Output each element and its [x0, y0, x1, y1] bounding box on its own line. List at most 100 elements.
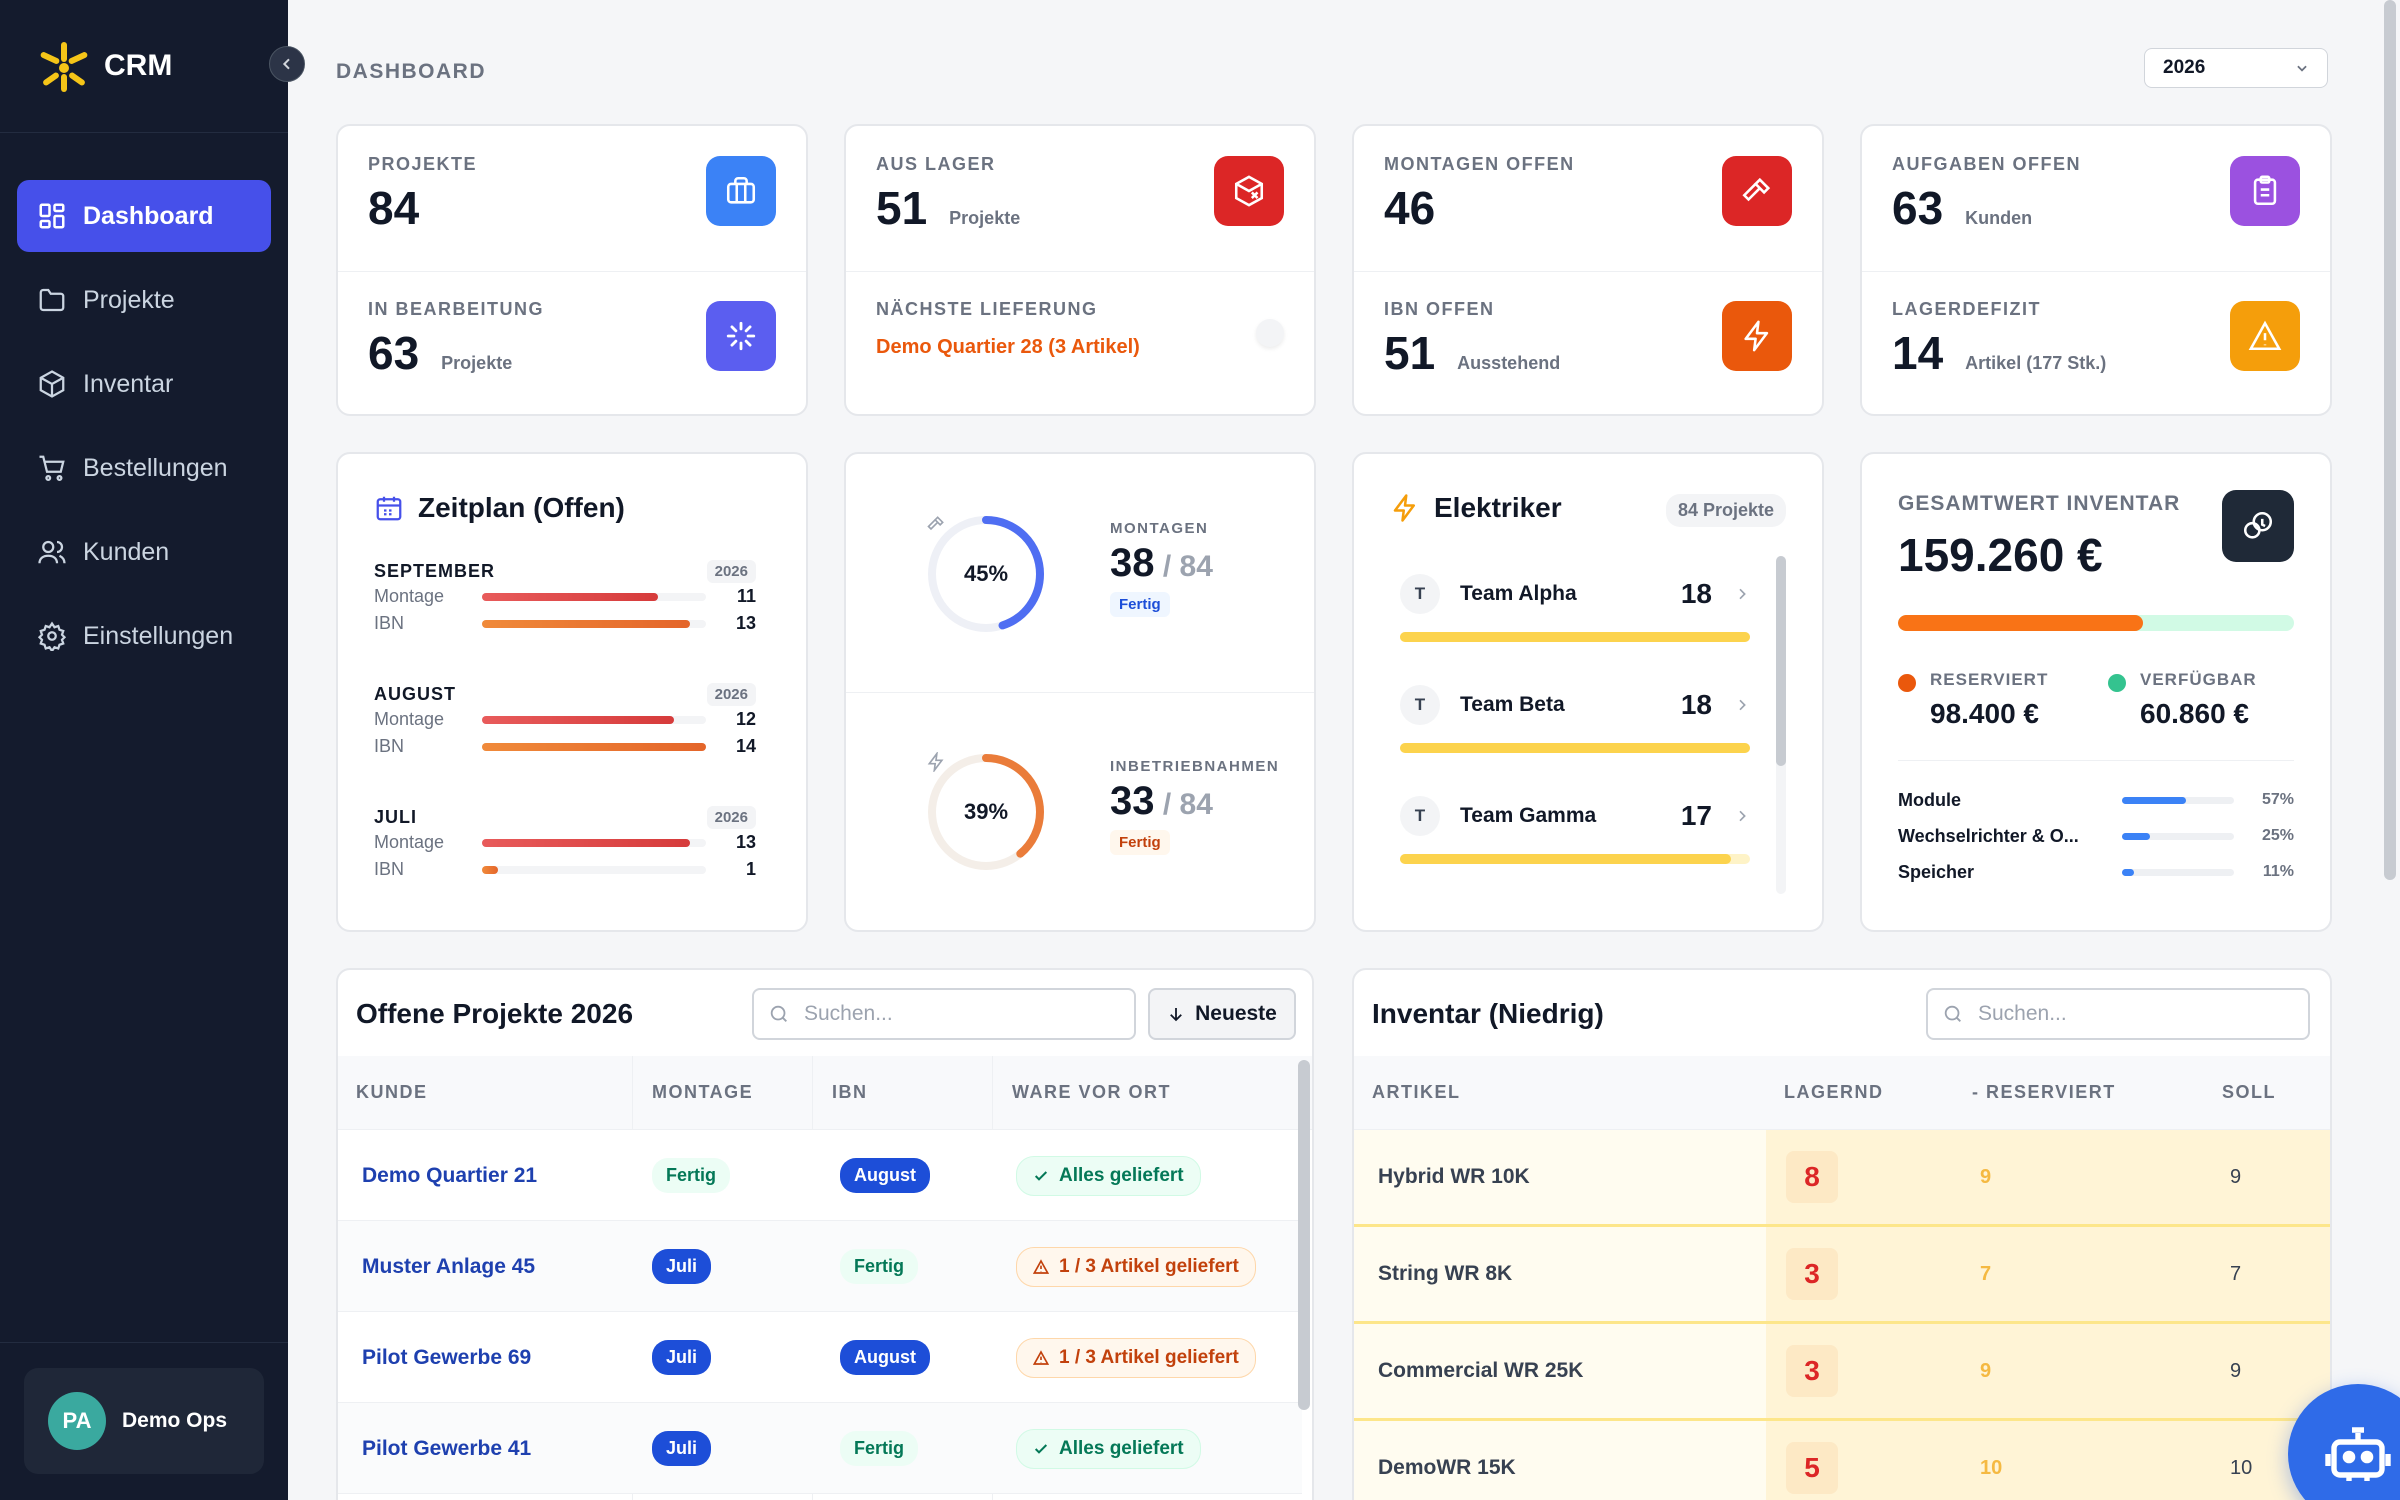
inbetriebnahmen-progress-ring [928, 754, 1044, 870]
column-header[interactable]: ARTIKEL [1372, 1082, 1461, 1102]
table-row[interactable]: Commercial WR 25K 3 9 9 [1354, 1324, 2330, 1421]
month-name: JULI [374, 807, 418, 827]
search-input[interactable] [804, 1002, 1104, 1026]
schedule-bar [482, 865, 706, 874]
team-item[interactable]: T Team Alpha 18 [1400, 564, 1750, 664]
sort-button[interactable]: Neueste [1148, 988, 1296, 1040]
table-row[interactable]: Demo Quartier 21 Fertig August Alles gelief… [338, 1130, 1302, 1221]
schedule-label: IBN [374, 859, 405, 879]
category-row: Wechselrichter & O... 25% [1898, 818, 2294, 854]
scrollbar[interactable] [1776, 556, 1786, 894]
article-name: DemoWR 15K [1378, 1456, 1516, 1479]
column-header[interactable]: LAGERND [1784, 1082, 1884, 1102]
kpi-label: MONTAGEN OFFEN [1384, 154, 1575, 174]
reserved-count: 7 [1980, 1262, 1992, 1285]
kpi-aus-lager[interactable]: AUS LAGER 51 Projekte [846, 126, 1314, 271]
ring-total: 84 [1179, 788, 1213, 821]
kpi-ibn-offen[interactable]: IBN OFFEN 51 Ausstehend [1354, 271, 1822, 414]
montage-badge: Juli [652, 1431, 712, 1466]
coins-icon[interactable] [2222, 490, 2294, 562]
team-item[interactable]: T Team Gamma 17 [1400, 786, 1750, 886]
kpi-lagerdefizit[interactable]: LAGERDEFIZIT 14 Artikel (177 Stk.) [1862, 271, 2330, 414]
kpi-montagen-offen[interactable]: MONTAGEN OFFEN 46 [1354, 126, 1822, 271]
table-row[interactable]: String WR 8K 3 7 7 [1354, 1227, 2330, 1324]
inventory-search[interactable] [1926, 988, 2310, 1040]
sidebar-item-label: Einstellungen [83, 621, 234, 650]
grid-icon [39, 203, 65, 229]
column-header[interactable]: KUNDE [356, 1082, 428, 1102]
table-row[interactable]: Pilot Gewerbe 41 Juli Fertig Alles geliefer… [338, 1403, 1302, 1494]
kpi-in-bearbeitung[interactable]: IN BEARBEITUNG 63 Projekte [338, 271, 806, 414]
team-item[interactable]: T Team Beta 18 [1400, 675, 1750, 775]
search-input[interactable] [1978, 1002, 2278, 1026]
check-icon [1034, 1170, 1048, 1181]
avatar: T [1400, 574, 1440, 614]
sidebar-item-label: Projekte [83, 285, 175, 314]
sidebar-item-bestellungen[interactable]: Bestellungen [17, 432, 271, 504]
kpi-label: IN BEARBEITUNG [368, 299, 545, 319]
kpi-sub: Projekte [441, 353, 513, 373]
schedule-count: 14 [735, 736, 756, 756]
table-row[interactable]: Hybrid WR 10K 8 9 9 [1354, 1130, 2330, 1227]
column-header[interactable]: WARE VOR ORT [1012, 1082, 1172, 1102]
montagen-progress[interactable]: 45% MONTAGEN 38 / 84 Fertig [846, 454, 1314, 692]
calendar-icon [376, 496, 402, 521]
column-header[interactable]: IBN [832, 1082, 868, 1102]
ring-done: 38 [1110, 541, 1155, 585]
sidebar-collapse-button[interactable] [269, 46, 305, 82]
page-scrollbar[interactable] [2384, 0, 2396, 880]
sidebar-item-dashboard[interactable]: Dashboard [17, 180, 271, 252]
zeitplan-card: Zeitplan (Offen) SEPTEMBER 2026 Montage 11 I… [336, 452, 808, 932]
team-count: 18 [1680, 578, 1712, 609]
table-row[interactable]: Muster Anlage 45 Juli Fertig 1 / 3 Artikel … [338, 1221, 1302, 1312]
legend-verfuegbar: VERFÜGBAR 60.860 € [2108, 670, 2257, 730]
sidebar-item-projekte[interactable]: Projekte [17, 264, 271, 336]
project-search[interactable] [752, 988, 1136, 1040]
progress-card: 45% MONTAGEN 38 / 84 Fertig 39% INBETRIE… [844, 452, 1316, 932]
schedule-count: 13 [735, 832, 756, 852]
next-delivery-link[interactable]: Demo Quartier 28 (3 Artikel) [876, 336, 1140, 358]
schedule-bar [482, 838, 706, 847]
month-year: 2026 [706, 806, 756, 829]
sidebar-divider [0, 132, 288, 133]
kpi-aufgaben-offen[interactable]: AUFGABEN OFFEN 63 Kunden [1862, 126, 2330, 271]
schedule-label: IBN [374, 736, 405, 756]
article-name: Hybrid WR 10K [1378, 1165, 1530, 1188]
column-header[interactable]: - RESERVIERT [1972, 1082, 2116, 1102]
table-row[interactable]: DemoWR 15K 5 10 10 [1354, 1421, 2330, 1500]
logo[interactable]: CRM [36, 38, 172, 94]
search-icon [1944, 1005, 1961, 1022]
sidebar-item-kunden[interactable]: Kunden [17, 516, 271, 588]
project-link[interactable]: Pilot Gewerbe 69 [362, 1345, 532, 1369]
sidebar-item-inventar[interactable]: Inventar [17, 348, 271, 420]
project-link[interactable]: Demo Quartier 21 [362, 1163, 538, 1187]
inventory-value: 159.260 € [1898, 529, 2103, 581]
kpi-divider [1862, 271, 2330, 272]
target-count: 9 [2230, 1165, 2242, 1188]
year-select[interactable]: 2026 [2144, 48, 2328, 88]
inbetriebnahmen-progress[interactable]: 39% INBETRIEBNAHMEN 33 / 84 Fertig [846, 692, 1314, 930]
column-header[interactable]: MONTAGE [652, 1082, 754, 1102]
schedule-month: SEPTEMBER 2026 Montage 11 IBN 13 [374, 560, 756, 637]
kpi-naechste-lieferung[interactable]: NÄCHSTE LIEFERUNG Demo Quartier 28 (3 Ar… [846, 271, 1314, 414]
sort-label: Neueste [1195, 1002, 1277, 1025]
status-badge: Fertig [1110, 830, 1170, 855]
project-link[interactable]: Pilot Gewerbe 41 [362, 1436, 532, 1460]
schedule-count: 11 [736, 586, 756, 606]
table-row[interactable]: Pilot Gewerbe 69 Juli August 1 / 3 Artikel … [338, 1312, 1302, 1403]
team-bar [1400, 854, 1750, 864]
article-name: Commercial WR 25K [1378, 1359, 1584, 1382]
kpi-projekte[interactable]: PROJEKTE 84 [338, 126, 806, 271]
project-link[interactable]: Muster Anlage 45 [362, 1254, 536, 1278]
schedule-label: Montage [374, 586, 445, 606]
schedule-label: Montage [374, 832, 445, 852]
warning-icon [2230, 301, 2300, 371]
team-name: Team Gamma [1460, 804, 1597, 827]
hammer-icon [1722, 156, 1792, 226]
month-name: SEPTEMBER [374, 561, 496, 581]
sidebar-item-einstellungen[interactable]: Einstellungen [17, 600, 271, 672]
scrollbar[interactable] [1298, 1060, 1310, 1410]
user-profile[interactable]: PA Demo Ops [24, 1368, 264, 1474]
schedule-month: JULI 2026 Montage 13 IBN 1 [374, 806, 756, 883]
column-header[interactable]: SOLL [2222, 1082, 2276, 1102]
